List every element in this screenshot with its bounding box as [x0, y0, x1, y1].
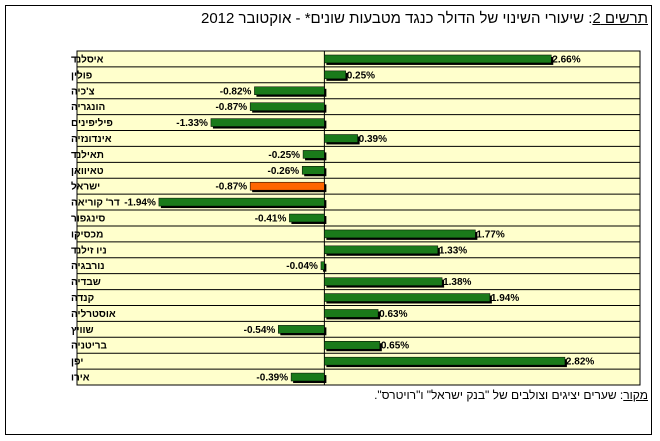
category-label: פיליפינים — [71, 117, 113, 129]
category-label: סינגפור — [71, 214, 105, 225]
category-label: אירו — [71, 373, 90, 384]
category-label: טאיוואן — [71, 166, 104, 177]
bar — [324, 245, 439, 255]
source-text: : שערים יציגים וצולבים של "בנק ישראל" ו"… — [374, 388, 624, 402]
bar — [324, 341, 381, 350]
category-label: אינדונזיה — [71, 134, 112, 145]
data-label: -0.26% — [268, 166, 300, 177]
category-label: צ'כיה — [71, 86, 95, 97]
data-label: 0.39% — [359, 134, 387, 145]
bar — [324, 277, 443, 286]
data-label: 2.66% — [552, 54, 580, 65]
bar — [320, 261, 325, 270]
bar — [278, 325, 325, 334]
category-label: פולין — [71, 69, 92, 81]
bar — [324, 54, 552, 64]
data-label: 1.38% — [443, 277, 471, 288]
chart-title-number: תרשים 2 — [592, 10, 648, 27]
category-label: קנדה — [71, 293, 94, 304]
category-label: איסלנד — [71, 53, 104, 65]
bar — [289, 213, 325, 223]
data-label: -1.94% — [124, 198, 156, 209]
bar — [324, 356, 566, 366]
chart-title: תרשים 2: שיעורי השינוי של הדולר כנגד מטב… — [201, 10, 648, 27]
bar — [324, 70, 346, 80]
category-label: ניו זילנד — [71, 244, 107, 256]
plot-area — [76, 50, 641, 386]
data-label: 0.25% — [347, 70, 375, 81]
data-label: -0.25% — [268, 150, 300, 161]
data-label: -0.87% — [215, 102, 247, 113]
data-label: -0.41% — [255, 214, 287, 225]
category-label: ישראל — [71, 181, 100, 193]
bar — [324, 134, 358, 143]
data-label: -0.39% — [256, 373, 288, 384]
data-label: -1.33% — [176, 118, 208, 129]
data-label: 1.77% — [476, 229, 504, 240]
category-label: נורבגיה — [71, 261, 105, 272]
category-label: שוויץ — [71, 325, 94, 336]
category-label: יפן — [71, 357, 83, 368]
data-label: 1.94% — [491, 293, 519, 304]
data-label: 2.82% — [566, 357, 594, 368]
category-label: בריטניה — [71, 341, 108, 352]
bar — [302, 150, 325, 159]
chart-title-text: : שיעורי השינוי של הדולר כנגד מטבעות שונ… — [200, 10, 593, 27]
bar — [324, 309, 379, 318]
category-label: מכסיקו — [71, 229, 103, 240]
bar-highlight — [249, 181, 325, 191]
category-label: אוסטרליה — [71, 308, 116, 320]
category-label: דר' קוריאה — [71, 198, 120, 209]
data-label: -0.04% — [286, 261, 318, 272]
data-label: -0.82% — [220, 86, 252, 97]
bar — [290, 372, 325, 382]
bar — [324, 229, 476, 239]
source-note: מקור: שערים יציגים וצולבים של "בנק ישראל… — [374, 388, 648, 402]
bar — [158, 197, 325, 207]
bar — [254, 86, 325, 95]
source-label: מקור — [623, 388, 648, 402]
bar-shadow — [322, 263, 327, 272]
data-label: -0.54% — [244, 325, 276, 336]
bar — [249, 102, 325, 111]
category-label: הונגריה — [71, 102, 105, 113]
category-label: שבדיה — [71, 277, 101, 288]
bar — [210, 118, 325, 127]
bar — [301, 166, 325, 175]
data-label: 1.33% — [439, 245, 467, 256]
data-label: 0.65% — [381, 341, 409, 352]
category-label: תאילנד — [71, 149, 104, 161]
data-label: 0.63% — [379, 309, 407, 320]
bar — [324, 293, 491, 302]
data-label: -0.87% — [215, 182, 247, 193]
